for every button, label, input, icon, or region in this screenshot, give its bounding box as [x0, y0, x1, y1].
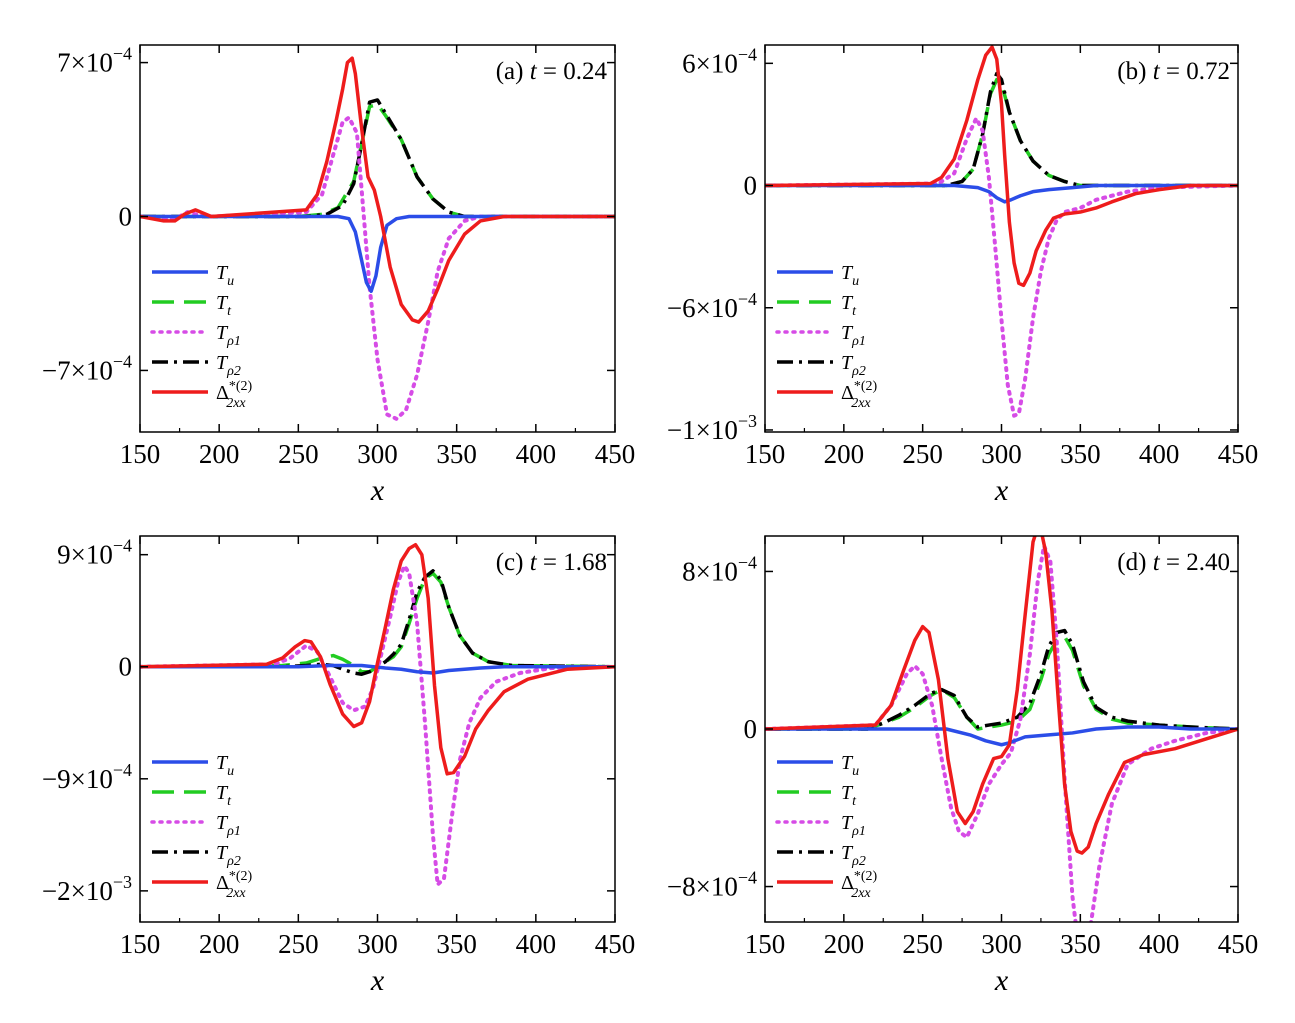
x-axis-label: x [370, 474, 385, 507]
series-line-Tt [140, 102, 615, 219]
legend-label-Trho1: Tρ1 [216, 812, 241, 839]
x-tick-label: 200 [824, 439, 865, 469]
y-tick-label: 0 [119, 652, 133, 682]
legend-label-Tt: Tt [216, 292, 232, 319]
x-tick-label: 350 [436, 929, 477, 959]
x-axis-label: x [994, 474, 1009, 507]
legend-label-Tu: Tu [841, 752, 859, 779]
plot-frame [139, 535, 616, 923]
legend-label-Trho1: Tρ1 [216, 322, 241, 349]
series-line-Tu [765, 183, 1238, 204]
legend-label-Trho2: Tρ2 [841, 842, 866, 869]
legend-label-Trho2: Tρ2 [841, 352, 866, 379]
x-tick-label: 450 [595, 929, 636, 959]
y-tick-label: 0 [744, 714, 758, 744]
legend-label-Tt: Tt [841, 782, 857, 809]
x-tick-label: 150 [120, 439, 161, 469]
x-tick-label: 300 [981, 929, 1022, 959]
x-tick-label: 400 [516, 929, 557, 959]
y-tick-label: −7×10−4 [42, 351, 132, 385]
x-axis-label: x [994, 964, 1009, 997]
x-tick-label: 400 [516, 439, 557, 469]
panel-3: 150 200 250 300 350 400 450 8×10−4 0 −8×10−4 x (d) … [667, 535, 1259, 997]
x-tick-label: 350 [1060, 439, 1101, 469]
y-tick-label: −1×10−3 [667, 411, 757, 445]
y-tick-label: −6×10−4 [667, 289, 757, 323]
x-tick-label: 250 [902, 439, 943, 469]
legend-label-Trho2: Tρ2 [216, 842, 241, 869]
y-tick-label: 6×10−4 [682, 44, 757, 78]
x-tick-label: 450 [1218, 929, 1259, 959]
panel-annotation: (b) t = 0.72 [1117, 58, 1230, 85]
series-line-Delta [140, 542, 615, 776]
x-tick-label: 300 [981, 439, 1022, 469]
series-line-Tu [140, 214, 615, 294]
x-axis-label: x [370, 964, 385, 997]
y-tick-label: 0 [119, 202, 133, 232]
panel-2: 150 200 250 300 350 400 450 9×10−4 0 −9×10−4 −2×10… [42, 535, 636, 997]
legend-label-Tu: Tu [841, 262, 859, 289]
series-line-Trho1 [140, 115, 615, 421]
x-tick-label: 250 [902, 929, 943, 959]
series-line-Trho1 [765, 543, 1238, 922]
x-tick-label: 450 [1218, 439, 1259, 469]
x-tick-label: 200 [824, 929, 865, 959]
x-tick-label: 300 [357, 929, 398, 959]
series-line-Trho1 [765, 116, 1238, 418]
panel-annotation: (c) t = 1.68 [496, 549, 607, 576]
x-tick-label: 400 [1139, 929, 1180, 959]
y-tick-label: −9×10−4 [42, 760, 132, 794]
series-line-Trho2 [765, 628, 1238, 731]
x-tick-label: 350 [1060, 929, 1101, 959]
legend-label-Tt: Tt [841, 292, 857, 319]
x-tick-label: 250 [278, 439, 319, 469]
series-line-Trho2 [140, 98, 615, 219]
y-tick-label: −8×10−4 [667, 868, 757, 902]
legend-label-Trho2: Tρ2 [216, 352, 241, 379]
panel-1: 150 200 250 300 350 400 450 6×10−4 0 −6×10−4 −1×10… [667, 44, 1258, 507]
panel-annotation: (d) t = 2.40 [1117, 549, 1230, 576]
y-tick-label: 0 [744, 171, 758, 201]
series-line-Tt [765, 634, 1238, 731]
legend-label-Trho1: Tρ1 [841, 812, 866, 839]
x-tick-label: 350 [436, 439, 477, 469]
series-line-Trho1 [140, 563, 615, 887]
x-tick-label: 250 [278, 929, 319, 959]
series-line-Tt [765, 77, 1238, 188]
series-line-Tu [140, 663, 615, 675]
legend-label-Delta: Δ*(2) 2xx [841, 379, 878, 411]
x-tick-label: 150 [120, 929, 161, 959]
series-line-Tu [765, 725, 1238, 747]
panel-0: 150 200 250 300 350 400 450 7×10−4 0 −7×10−4 x (a) … [42, 44, 635, 507]
legend-label-Tu: Tu [216, 752, 234, 779]
panel-annotation: (a) t = 0.24 [496, 58, 608, 85]
series-line-Delta [765, 536, 1238, 855]
y-tick-label: 8×10−4 [682, 552, 757, 586]
x-tick-label: 150 [745, 929, 786, 959]
legend-label-Tu: Tu [216, 262, 234, 289]
series-line-Delta [140, 56, 615, 324]
y-tick-label: −2×10−3 [42, 872, 132, 906]
legend-label-Delta: Δ*(2) 2xx [216, 869, 253, 901]
legend-label-Delta: Δ*(2) 2xx [841, 869, 878, 901]
x-tick-label: 200 [199, 929, 240, 959]
series-line-Delta [765, 45, 1238, 288]
x-tick-label: 450 [595, 439, 636, 469]
x-tick-label: 400 [1139, 439, 1180, 469]
legend-label-Delta: Δ*(2) 2xx [216, 379, 253, 411]
series-line-Tt [140, 571, 615, 674]
legend-label-Trho1: Tρ1 [841, 322, 866, 349]
y-tick-label: 7×10−4 [57, 44, 132, 78]
y-tick-label: 9×10−4 [57, 536, 132, 570]
x-tick-label: 150 [745, 439, 786, 469]
legend-label-Tt: Tt [216, 782, 232, 809]
x-tick-label: 200 [199, 439, 240, 469]
x-tick-label: 300 [357, 439, 398, 469]
